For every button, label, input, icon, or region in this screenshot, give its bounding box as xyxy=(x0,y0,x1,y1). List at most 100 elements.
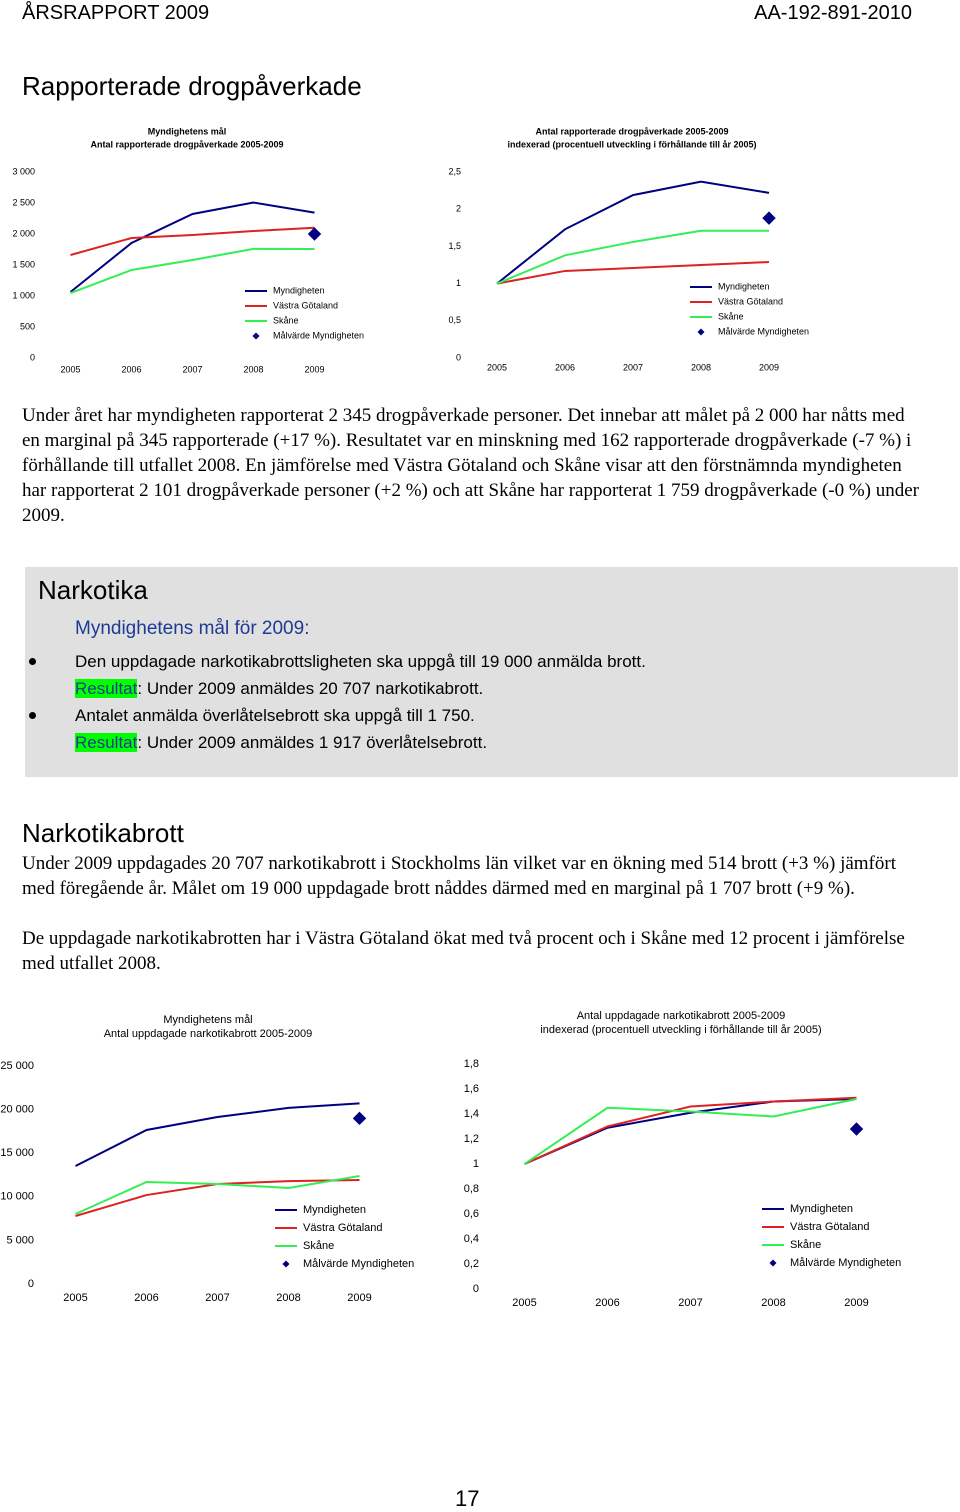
x-tick-label: 2006 xyxy=(595,1297,619,1309)
y-tick-label: 0 xyxy=(456,352,461,362)
y-tick-label: 25 000 xyxy=(0,1060,34,1072)
y-tick-label: 0 xyxy=(30,352,35,362)
x-tick-label: 2008 xyxy=(691,362,711,372)
legend-label: Myndigheten xyxy=(790,1203,853,1215)
box-title: Narkotika xyxy=(38,575,148,605)
x-tick-label: 2007 xyxy=(678,1297,702,1309)
target-marker xyxy=(307,227,322,241)
y-tick-label: 1 000 xyxy=(12,290,35,300)
series-line xyxy=(524,1096,857,1165)
goal-heading: Myndighetens mål för 2009: xyxy=(75,618,310,639)
result: Resultat: Under 2009 anmäldes 20 707 nar… xyxy=(25,675,925,702)
series-line xyxy=(496,261,770,285)
y-tick-label: 0 xyxy=(473,1283,479,1295)
series-line xyxy=(496,180,770,285)
y-tick-label: 3 000 xyxy=(12,166,35,176)
info-box: Narkotika Myndighetens mål för 2009: Den… xyxy=(25,567,958,777)
legend-label: Skåne xyxy=(790,1239,821,1251)
y-tick-label: 2 500 xyxy=(12,197,35,207)
series-line xyxy=(523,1098,857,1165)
goal: Antalet anmälda överlåtelsebrott ska upp… xyxy=(25,702,925,729)
chart-subtitle: Antal uppdagade narkotikabrott 2005-2009 xyxy=(104,1028,313,1040)
section-title: Narkotikabrott xyxy=(22,818,184,848)
y-tick-label: 10 000 xyxy=(0,1191,34,1203)
series-line xyxy=(70,226,315,256)
chart-subtitle: indexerad (procentuell utveckling i förh… xyxy=(507,139,756,149)
y-tick-label: 1,4 xyxy=(464,1108,479,1120)
legend-marker xyxy=(282,1260,290,1268)
x-tick-label: 2005 xyxy=(63,1292,87,1304)
goal-list: Den uppdagade narkotikabrottsligheten sk… xyxy=(25,648,925,756)
legend-label: Skåne xyxy=(273,315,299,325)
y-tick-label: 15 000 xyxy=(0,1147,34,1159)
legend-label: Skåne xyxy=(303,1240,334,1252)
y-tick-label: 0,6 xyxy=(464,1208,479,1220)
series-line xyxy=(70,247,315,294)
y-tick-label: 0,5 xyxy=(448,315,461,325)
legend-label: Målvärde Myndigheten xyxy=(273,330,364,340)
paragraph: Under året har myndigheten rapporterat 2… xyxy=(22,405,920,526)
x-tick-label: 2009 xyxy=(304,364,324,374)
legend-label: Västra Götaland xyxy=(718,296,783,306)
header-right: AA-192-891-2010 xyxy=(754,2,912,24)
x-tick-label: 2009 xyxy=(844,1297,868,1309)
x-tick-label: 2006 xyxy=(121,364,141,374)
x-tick-label: 2007 xyxy=(623,362,643,372)
result-text: : Under 2009 anmäldes 20 707 narkotikabr… xyxy=(137,679,484,698)
result-label: Resultat xyxy=(75,679,138,698)
legend-label: Målvärde Myndigheten xyxy=(790,1257,901,1269)
y-tick-label: 2 xyxy=(456,204,461,214)
x-tick-label: 2007 xyxy=(205,1292,229,1304)
y-tick-label: 1,2 xyxy=(464,1133,479,1145)
legend-label: Målvärde Myndigheten xyxy=(303,1258,414,1270)
chart-title: Antal rapporterade drogpåverkade 2005-20… xyxy=(535,126,728,136)
legend-marker xyxy=(697,328,705,336)
legend-label: Skåne xyxy=(718,311,744,321)
x-tick-label: 2006 xyxy=(134,1292,158,1304)
y-tick-label: 0,8 xyxy=(464,1183,479,1195)
chart-title: Antal uppdagade narkotikabrott 2005-2009 xyxy=(577,1010,786,1022)
x-tick-label: 2006 xyxy=(555,362,575,372)
y-tick-label: 2 000 xyxy=(12,228,35,238)
x-tick-label: 2008 xyxy=(243,364,263,374)
y-tick-label: 5 000 xyxy=(6,1234,34,1246)
legend-marker xyxy=(252,332,260,340)
y-tick-label: 1,6 xyxy=(464,1083,479,1095)
y-tick-label: 500 xyxy=(20,321,35,331)
y-tick-label: 0,4 xyxy=(464,1233,479,1245)
legend-label: Västra Götaland xyxy=(273,300,338,310)
x-tick-label: 2008 xyxy=(276,1292,300,1304)
x-tick-label: 2009 xyxy=(759,362,779,372)
chart-subtitle: Antal rapporterade drogpåverkade 2005-20… xyxy=(90,139,283,149)
x-tick-label: 2007 xyxy=(182,364,202,374)
legend-label: Myndigheten xyxy=(273,285,325,295)
y-tick-label: 0 xyxy=(28,1278,34,1290)
legend-label: Västra Götaland xyxy=(303,1222,383,1234)
goal: Den uppdagade narkotikabrottsligheten sk… xyxy=(25,648,925,675)
y-tick-label: 1,5 xyxy=(448,241,461,251)
x-tick-label: 2005 xyxy=(512,1297,536,1309)
target-marker xyxy=(849,1122,864,1136)
header-left: ÅRSRAPPORT 2009 xyxy=(22,2,210,24)
y-tick-label: 1 xyxy=(456,278,461,288)
series-line xyxy=(496,229,769,285)
legend-label: Målvärde Myndigheten xyxy=(718,326,809,336)
y-tick-label: 1 xyxy=(473,1158,479,1170)
series-line xyxy=(75,1174,360,1215)
target-marker xyxy=(352,1111,367,1126)
target-marker xyxy=(762,211,776,225)
chart-subtitle: indexerad (procentuell utveckling i förh… xyxy=(540,1024,821,1036)
series-line xyxy=(75,1102,360,1167)
y-tick-label: 1 500 xyxy=(12,259,35,269)
y-tick-label: 20 000 xyxy=(0,1104,34,1116)
result-text: : Under 2009 anmäldes 1 917 överlåtelseb… xyxy=(137,733,488,752)
legend-label: Myndigheten xyxy=(303,1204,366,1216)
page-number: 17 xyxy=(455,1486,480,1511)
chart-title: Myndighetens mål xyxy=(163,1014,252,1026)
chart-title: Myndighetens mål xyxy=(148,126,227,136)
series-line xyxy=(69,201,315,293)
legend-label: Myndigheten xyxy=(718,281,770,291)
paragraph: De uppdagade narkotikabrotten har i Väst… xyxy=(22,928,905,974)
